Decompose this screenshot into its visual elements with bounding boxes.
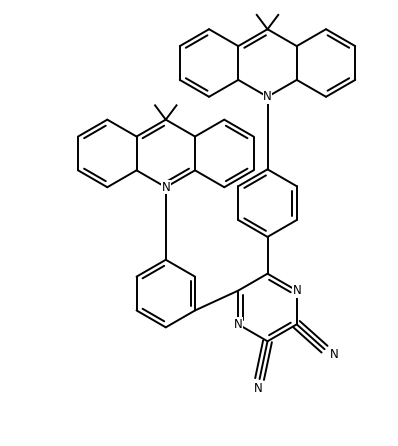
Text: N: N: [263, 90, 272, 103]
Text: N: N: [234, 318, 243, 331]
Text: N: N: [293, 284, 301, 297]
Text: N: N: [330, 348, 339, 361]
Text: N: N: [162, 181, 170, 194]
Text: N: N: [254, 383, 263, 396]
